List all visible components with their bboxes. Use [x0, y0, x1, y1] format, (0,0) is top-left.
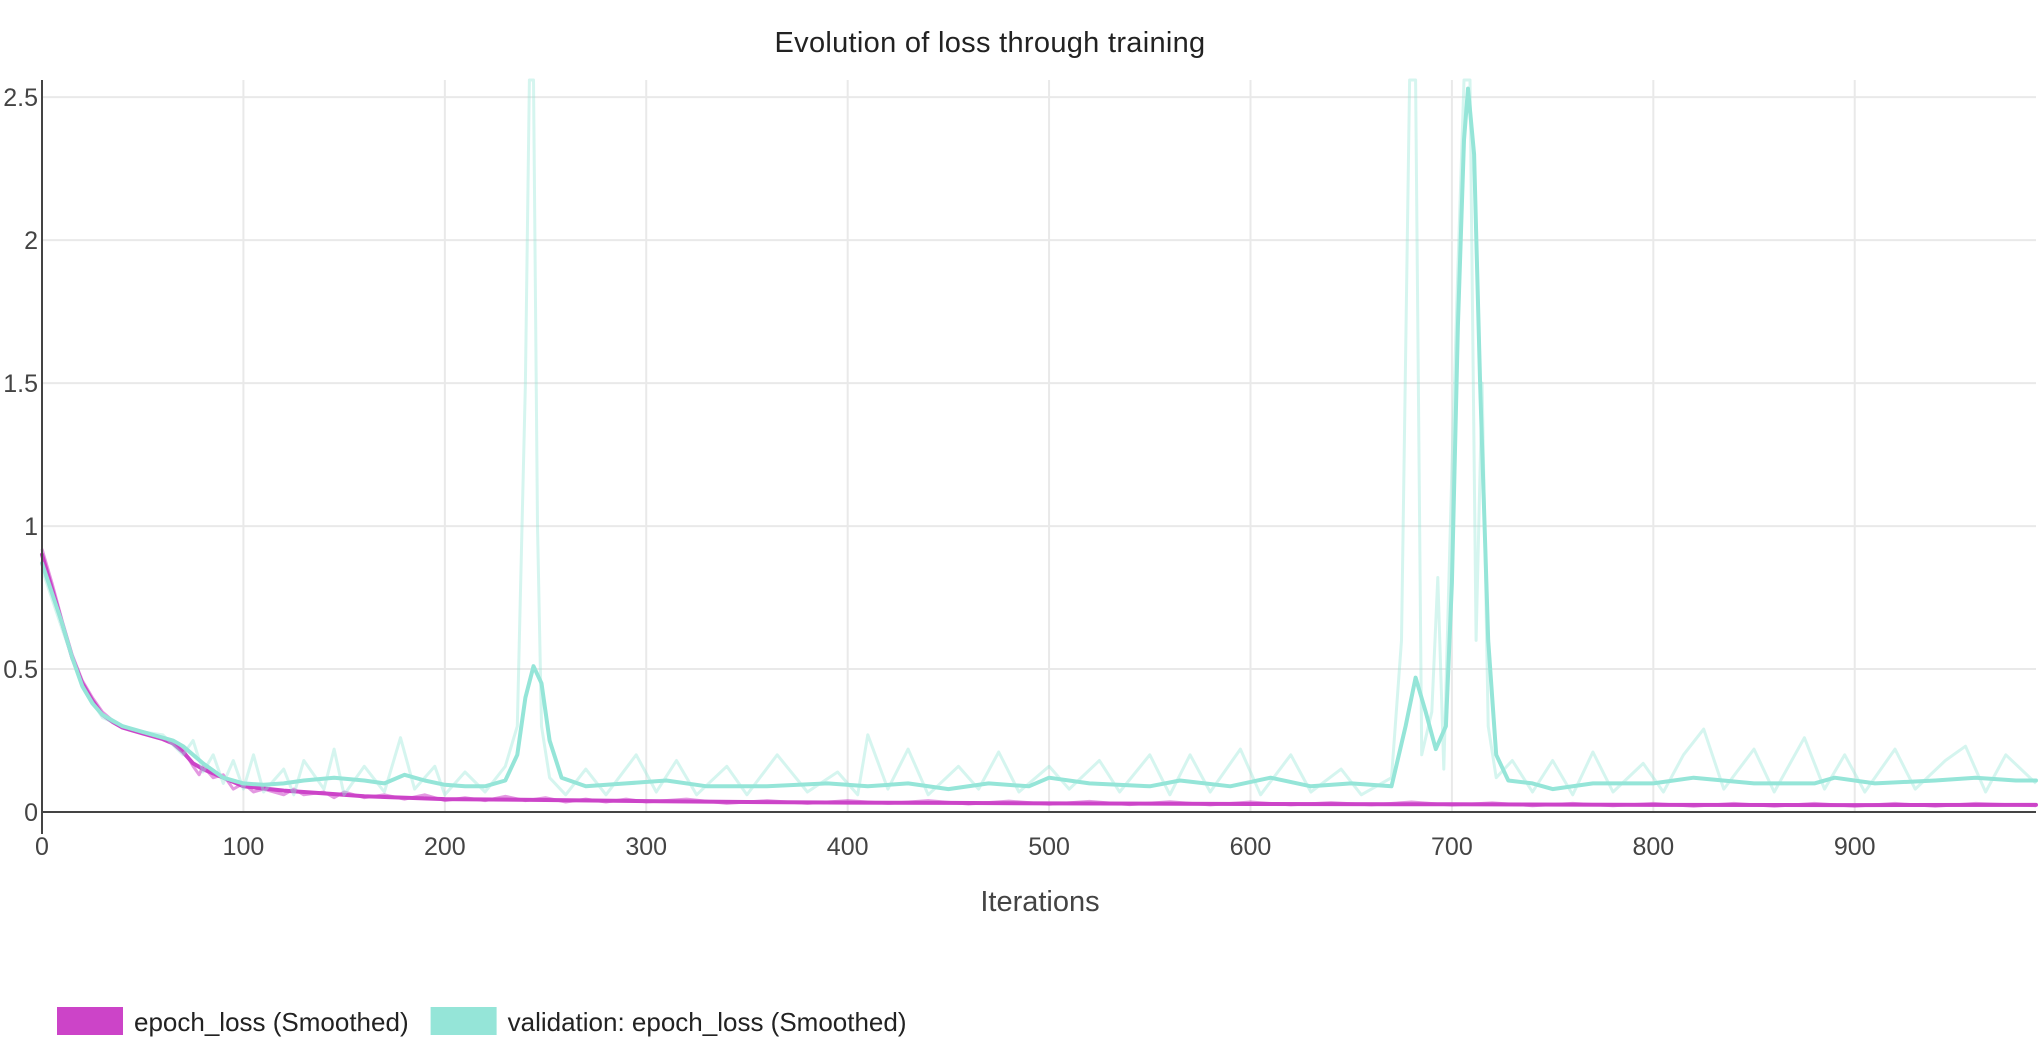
- legend: epoch_loss (Smoothed) validation: epoch_l…: [57, 1007, 907, 1037]
- x-tick-label: 500: [1028, 833, 1070, 861]
- series-1: [40, 548, 2038, 808]
- y-tick-label: 0.5: [3, 656, 38, 684]
- x-axis-title: Iterations: [980, 886, 1099, 918]
- axis-layer: 0 100 200 300 400 500 600 700 800 900 0 0.5 1 1.5 2 2.5: [3, 80, 2036, 861]
- x-tick-label: 700: [1431, 833, 1473, 861]
- series-raw-line: [40, 78, 2038, 797]
- x-tick-label: 100: [223, 833, 265, 861]
- legend-swatch: [57, 1007, 123, 1035]
- x-tick-label: 600: [1230, 833, 1272, 861]
- chart-title: Evolution of loss through training: [775, 27, 1206, 59]
- y-tick-label: 2: [24, 227, 38, 255]
- x-tick-label: 800: [1632, 833, 1674, 861]
- legend-item-2: validation: epoch_loss (Smoothed): [430, 1007, 907, 1037]
- x-tick-label: 200: [424, 833, 466, 861]
- series-layer: [40, 78, 2038, 808]
- legend-item-1: epoch_loss (Smoothed): [57, 1007, 409, 1037]
- x-tick-label: 400: [827, 833, 869, 861]
- y-tick-label: 1: [24, 513, 38, 541]
- y-tick-label: 2.5: [3, 84, 38, 112]
- y-tick-label: 1.5: [3, 370, 38, 398]
- x-tick-label: 900: [1834, 833, 1876, 861]
- legend-label: epoch_loss (Smoothed): [134, 1007, 409, 1037]
- legend-swatch: [430, 1007, 497, 1035]
- series-smoothed-line: [40, 552, 2038, 808]
- series-2: [40, 78, 2038, 797]
- x-tick-label: 0: [35, 833, 49, 861]
- series-raw-line: [40, 548, 2037, 808]
- legend-label: validation: epoch_loss (Smoothed): [508, 1007, 907, 1037]
- series-smoothed-line: [40, 86, 2038, 792]
- grid-layer: [42, 80, 2036, 812]
- y-tick-label: 0: [24, 799, 38, 827]
- x-tick-label: 300: [625, 833, 667, 861]
